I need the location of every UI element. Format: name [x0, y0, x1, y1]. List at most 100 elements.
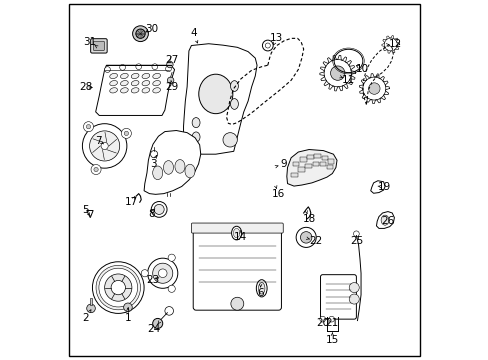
Text: 3: 3 — [149, 159, 156, 169]
Text: 4: 4 — [190, 28, 197, 38]
Text: 21: 21 — [325, 319, 338, 328]
Circle shape — [168, 285, 175, 292]
Text: 30: 30 — [144, 24, 158, 35]
Circle shape — [111, 280, 125, 295]
Ellipse shape — [120, 73, 128, 78]
Bar — [300, 157, 306, 162]
Polygon shape — [370, 181, 384, 193]
Bar — [321, 156, 327, 160]
Ellipse shape — [109, 73, 117, 78]
Circle shape — [319, 316, 325, 322]
Circle shape — [368, 83, 379, 94]
Text: 15: 15 — [325, 334, 338, 345]
Circle shape — [104, 274, 132, 301]
Circle shape — [300, 231, 311, 243]
Text: 28: 28 — [79, 82, 92, 92]
Text: 8: 8 — [148, 209, 154, 219]
Circle shape — [99, 268, 137, 307]
Text: 5: 5 — [82, 206, 89, 216]
Circle shape — [230, 297, 244, 310]
Ellipse shape — [184, 164, 195, 178]
Ellipse shape — [152, 166, 163, 180]
Ellipse shape — [230, 81, 238, 91]
Circle shape — [136, 29, 145, 39]
Text: 22: 22 — [308, 236, 322, 246]
Circle shape — [141, 270, 148, 277]
Circle shape — [92, 262, 144, 314]
Circle shape — [82, 124, 126, 168]
Circle shape — [384, 38, 396, 51]
Circle shape — [330, 66, 344, 80]
Text: 12: 12 — [387, 39, 401, 49]
Text: 7: 7 — [95, 136, 102, 145]
Text: 6: 6 — [257, 288, 264, 298]
Polygon shape — [144, 131, 201, 194]
Polygon shape — [183, 44, 257, 154]
Circle shape — [150, 150, 158, 158]
Circle shape — [151, 202, 167, 217]
Ellipse shape — [120, 88, 128, 93]
Circle shape — [165, 66, 171, 72]
Text: 25: 25 — [349, 236, 362, 246]
Ellipse shape — [380, 215, 388, 225]
Circle shape — [152, 64, 158, 69]
Ellipse shape — [142, 73, 149, 78]
Text: 17: 17 — [124, 197, 138, 207]
Circle shape — [152, 319, 163, 328]
Text: 24: 24 — [147, 324, 161, 334]
Circle shape — [104, 67, 110, 72]
Circle shape — [164, 307, 173, 315]
Circle shape — [152, 263, 172, 283]
Ellipse shape — [142, 81, 149, 86]
Circle shape — [123, 303, 132, 312]
FancyBboxPatch shape — [193, 224, 281, 310]
Ellipse shape — [109, 81, 117, 86]
Text: 19: 19 — [377, 182, 390, 192]
Circle shape — [136, 64, 142, 69]
Circle shape — [324, 59, 351, 87]
Ellipse shape — [192, 132, 200, 142]
Ellipse shape — [230, 99, 238, 109]
Circle shape — [89, 131, 120, 161]
Ellipse shape — [152, 81, 160, 86]
Text: 18: 18 — [302, 215, 315, 224]
Circle shape — [147, 258, 178, 288]
Bar — [89, 298, 92, 305]
Circle shape — [86, 304, 95, 313]
Bar — [305, 164, 311, 168]
Bar — [290, 173, 297, 177]
Ellipse shape — [131, 88, 139, 93]
Polygon shape — [376, 212, 394, 228]
Ellipse shape — [109, 88, 117, 93]
Bar — [326, 165, 333, 169]
Ellipse shape — [131, 81, 139, 86]
Circle shape — [348, 283, 359, 293]
Circle shape — [132, 26, 148, 41]
Polygon shape — [286, 149, 336, 186]
Text: 10: 10 — [356, 64, 368, 74]
Text: 29: 29 — [165, 82, 178, 92]
Circle shape — [168, 254, 175, 261]
Text: 1: 1 — [124, 313, 131, 323]
Circle shape — [91, 165, 101, 175]
Text: 2: 2 — [82, 313, 89, 323]
Circle shape — [158, 269, 167, 278]
Bar — [298, 167, 304, 172]
Circle shape — [328, 316, 334, 322]
Circle shape — [362, 77, 385, 100]
Text: 9: 9 — [280, 159, 286, 169]
Ellipse shape — [256, 280, 266, 297]
Circle shape — [121, 129, 131, 138]
Circle shape — [96, 265, 140, 310]
Circle shape — [154, 204, 164, 215]
Circle shape — [166, 61, 173, 68]
Circle shape — [94, 167, 98, 172]
Bar — [314, 154, 320, 158]
Circle shape — [101, 142, 108, 149]
Circle shape — [167, 77, 174, 84]
Bar — [327, 159, 333, 163]
Bar — [319, 162, 325, 166]
FancyBboxPatch shape — [320, 275, 356, 319]
Circle shape — [120, 64, 125, 70]
Text: 16: 16 — [271, 189, 285, 199]
